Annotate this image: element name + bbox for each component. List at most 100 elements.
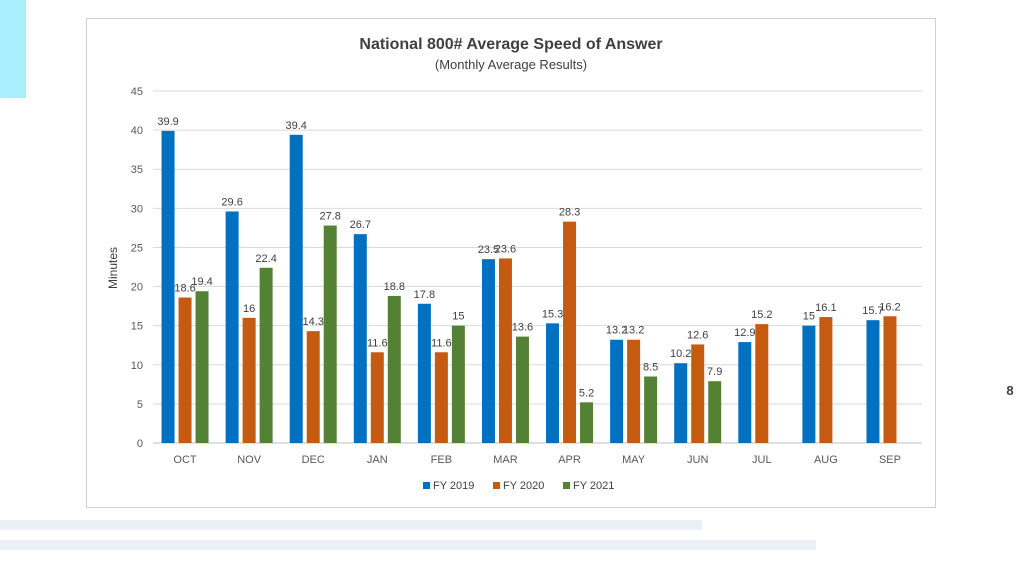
data-label: 17.8: [414, 289, 435, 301]
bar: [644, 376, 658, 443]
x-tick-label: NOV: [237, 454, 262, 466]
x-tick-label: MAY: [622, 454, 646, 466]
data-label: 16.2: [879, 301, 900, 313]
bar: [434, 352, 448, 443]
bar: [323, 225, 337, 443]
chart-frame: National 800# Average Speed of Answer (M…: [86, 18, 936, 508]
bar: [195, 291, 209, 443]
bar: [417, 303, 431, 443]
data-label: 10.2: [670, 348, 691, 360]
x-tick-label: FEB: [431, 454, 452, 466]
bar: [515, 336, 529, 443]
bar: [546, 323, 560, 443]
data-label: 39.9: [157, 116, 178, 128]
bar: [370, 352, 384, 443]
page-number: 8: [1006, 383, 1014, 398]
decorative-stripe: [0, 520, 702, 530]
bar: [161, 130, 175, 443]
data-label: 13.6: [512, 322, 533, 334]
legend-label: FY 2019: [433, 480, 474, 492]
data-label: 26.7: [350, 219, 371, 231]
bar: [178, 297, 192, 443]
bar: [691, 344, 705, 443]
data-label: 16: [243, 303, 255, 315]
bar: [866, 320, 880, 443]
x-tick-label: APR: [558, 454, 581, 466]
bar: [242, 317, 256, 443]
y-tick-label: 45: [131, 86, 143, 98]
chart-subtitle: (Monthly Average Results): [435, 57, 587, 72]
data-label: 14.3: [302, 316, 323, 328]
data-label: 11.6: [367, 337, 388, 349]
data-label: 29.6: [221, 196, 242, 208]
bar: [674, 363, 688, 443]
data-label: 15.7: [862, 305, 883, 317]
bar: [755, 324, 769, 443]
bar-chart: National 800# Average Speed of Answer (M…: [106, 36, 922, 492]
x-tick-label: MAR: [493, 454, 518, 466]
legend-swatch: [493, 482, 500, 489]
bar: [563, 221, 577, 443]
data-label: 23.5: [478, 244, 499, 256]
decorative-stripe: [0, 540, 816, 550]
y-tick-label: 40: [131, 125, 143, 137]
bar: [883, 316, 897, 443]
data-label: 39.4: [285, 120, 306, 132]
bar: [225, 211, 239, 443]
data-label: 23.6: [495, 243, 516, 255]
data-label: 12.9: [734, 327, 755, 339]
data-label: 7.9: [707, 366, 722, 378]
x-tick-label: AUG: [814, 454, 838, 466]
data-label: 12.6: [687, 329, 708, 341]
bar: [738, 342, 752, 443]
bar: [610, 339, 624, 443]
y-tick-label: 35: [131, 164, 143, 176]
bar: [627, 339, 641, 443]
chart-title: National 800# Average Speed of Answer: [359, 36, 662, 53]
data-label: 11.6: [431, 337, 452, 349]
bar: [481, 259, 495, 443]
bar: [819, 317, 833, 443]
data-label: 15.2: [751, 309, 772, 321]
data-label: 28.3: [559, 207, 580, 219]
x-tick-label: DEC: [302, 454, 325, 466]
data-label: 5.2: [579, 387, 594, 399]
legend-label: FY 2021: [573, 480, 614, 492]
x-tick-label: JUN: [687, 454, 708, 466]
legend-swatch: [563, 482, 570, 489]
data-label: 13.2: [606, 325, 627, 337]
accent-block: [0, 0, 26, 98]
bar: [353, 234, 367, 443]
x-tick-label: SEP: [879, 454, 901, 466]
y-tick-label: 0: [137, 438, 143, 450]
y-tick-label: 10: [131, 360, 143, 372]
data-label: 19.4: [191, 276, 212, 288]
data-label: 8.5: [643, 362, 658, 374]
data-label: 13.2: [623, 325, 644, 337]
bar: [289, 134, 303, 443]
bar: [708, 381, 722, 443]
data-label: 15: [803, 311, 815, 323]
data-label: 18.6: [174, 283, 195, 295]
y-tick-label: 30: [131, 203, 143, 215]
x-tick-label: JAN: [367, 454, 388, 466]
bar: [387, 295, 401, 443]
y-tick-label: 15: [131, 321, 143, 333]
y-axis-label: Minutes: [106, 247, 120, 289]
bar: [498, 258, 512, 443]
x-tick-label: OCT: [173, 454, 197, 466]
legend-swatch: [423, 482, 430, 489]
bar: [802, 325, 816, 443]
bar: [259, 267, 273, 443]
y-tick-label: 20: [131, 282, 143, 294]
y-tick-label: 5: [137, 399, 143, 411]
legend-label: FY 2020: [503, 480, 544, 492]
bar: [306, 331, 320, 443]
y-tick-label: 25: [131, 242, 143, 254]
data-label: 15.3: [542, 308, 563, 320]
bar: [451, 325, 465, 443]
data-label: 18.8: [384, 281, 405, 293]
x-tick-label: JUL: [752, 454, 772, 466]
data-label: 15: [452, 311, 464, 323]
bar: [580, 402, 594, 443]
